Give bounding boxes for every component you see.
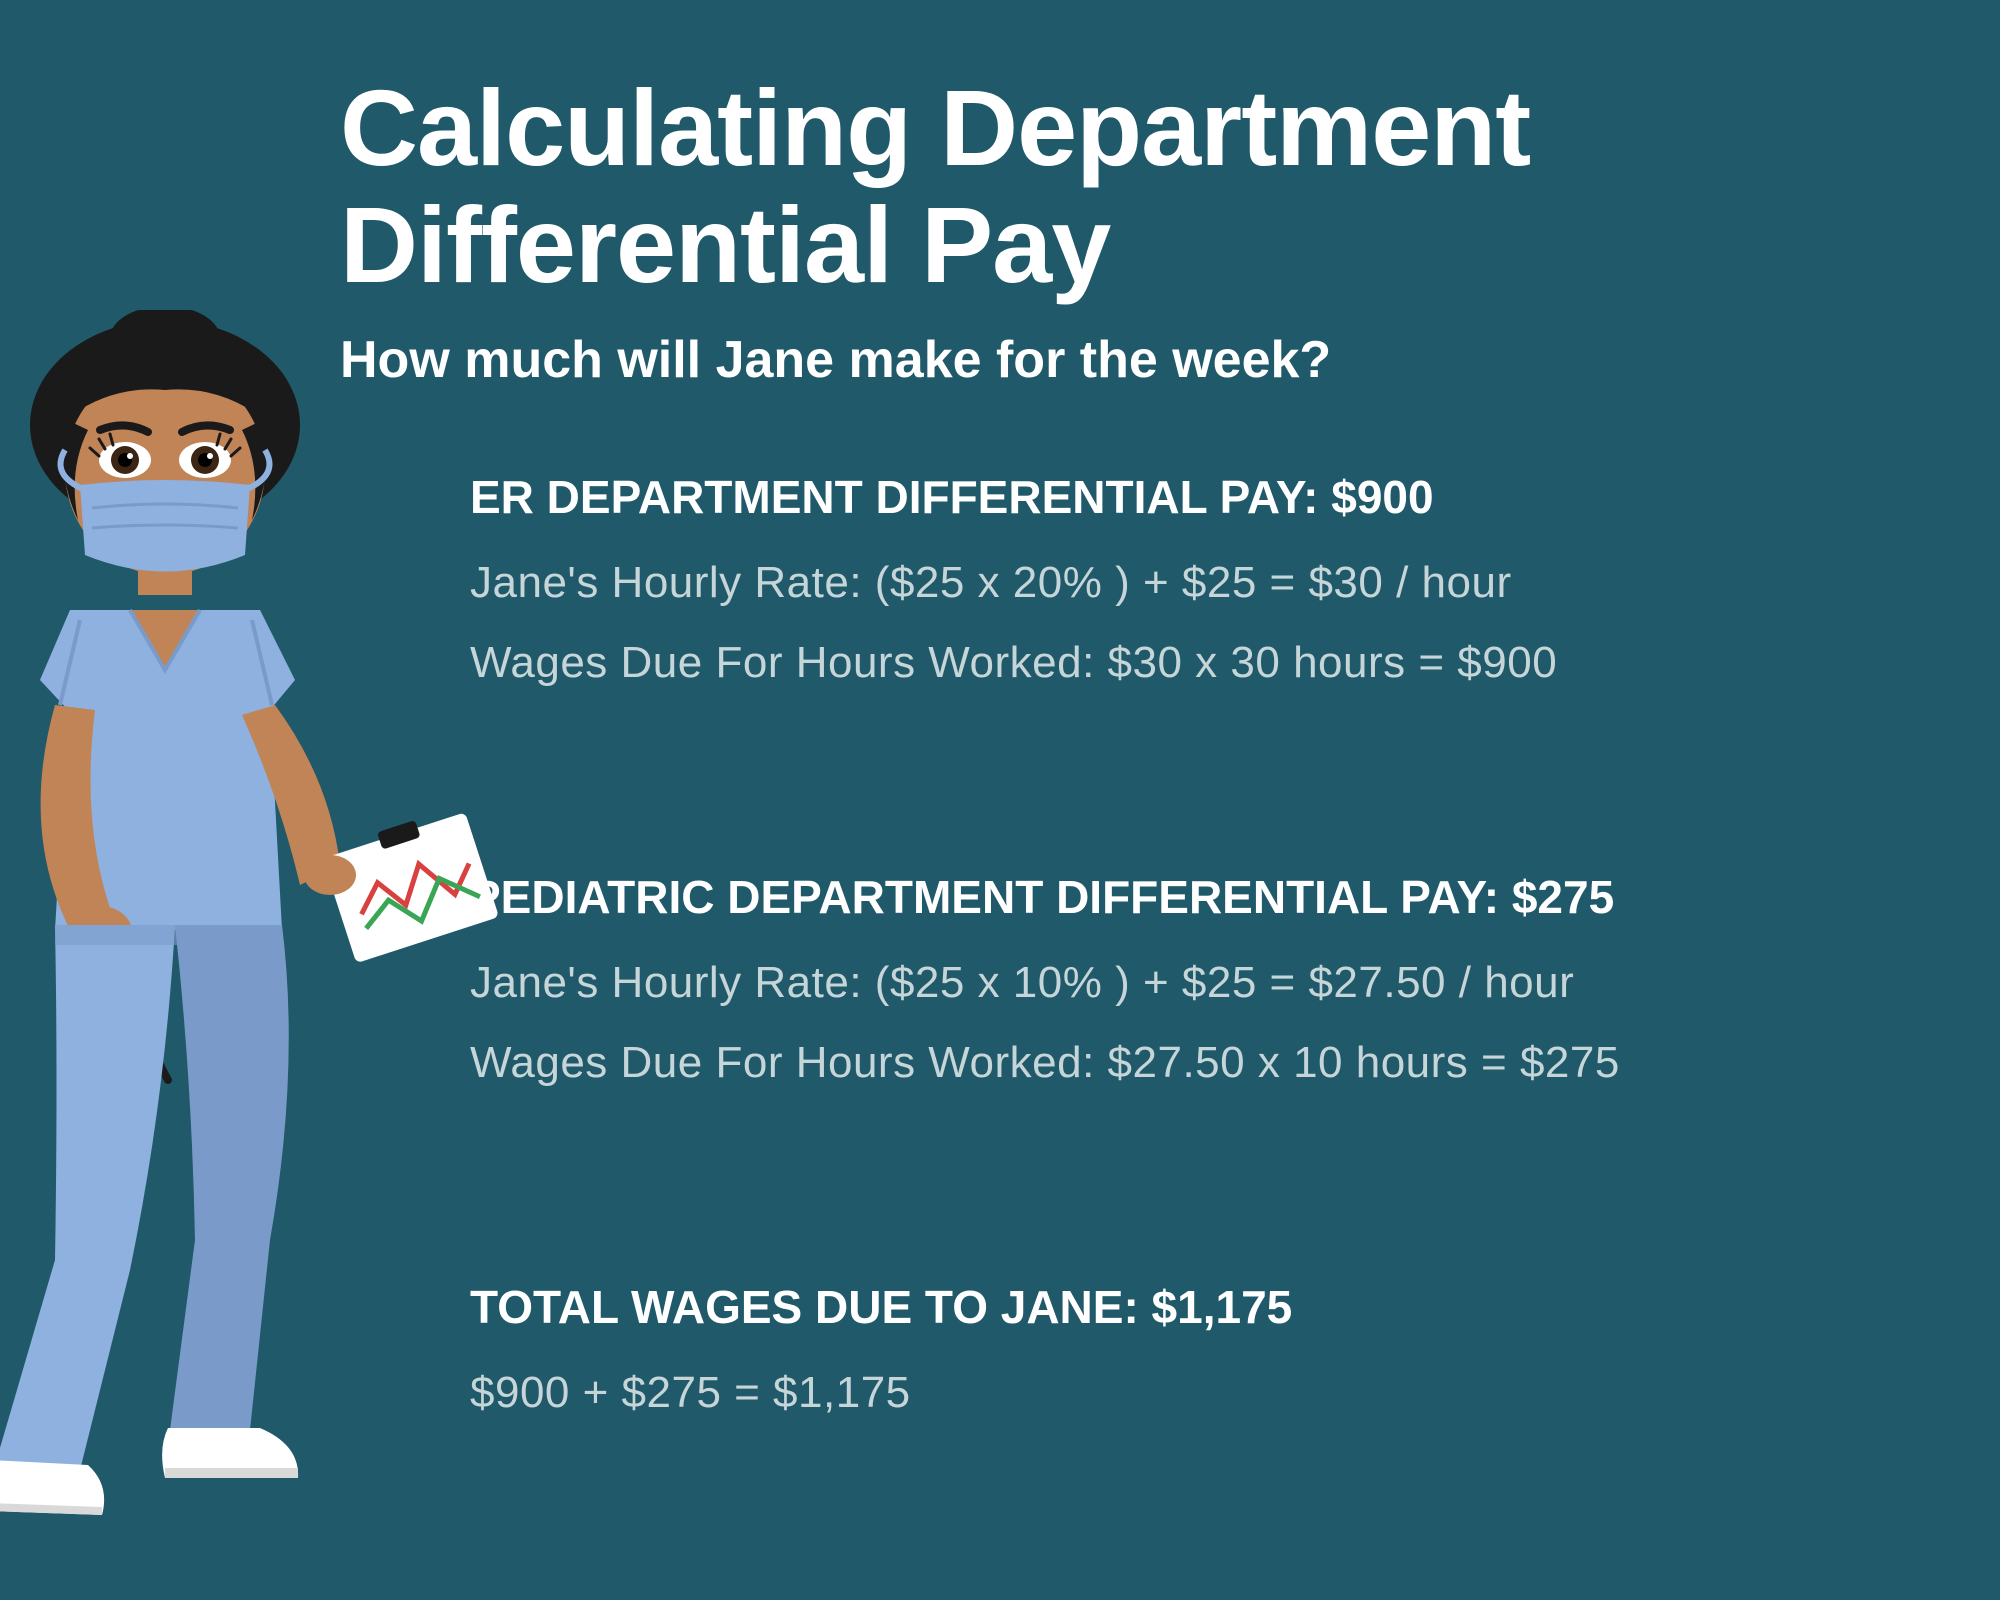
total-calc: $900 + $275 = $1,175 <box>470 1368 1940 1418</box>
er-heading: ER DEPARTMENT DIFFERENTIAL PAY: $900 <box>470 470 1940 524</box>
section-total: TOTAL WAGES DUE TO JANE: $1,175 $900 + $… <box>470 1280 1940 1448</box>
title-line-2: Differential Pay <box>340 184 1110 305</box>
er-hourly-rate: Jane's Hourly Rate: ($25 x 20% ) + $25 =… <box>470 558 1940 608</box>
pediatric-hourly-rate: Jane's Hourly Rate: ($25 x 10% ) + $25 =… <box>470 958 1940 1008</box>
section-er: ER DEPARTMENT DIFFERENTIAL PAY: $900 Jan… <box>470 470 1940 718</box>
pediatric-wages: Wages Due For Hours Worked: $27.50 x 10 … <box>470 1038 1940 1088</box>
section-pediatric: PEDIATRIC DEPARTMENT DIFFERENTIAL PAY: $… <box>470 870 1940 1118</box>
total-heading: TOTAL WAGES DUE TO JANE: $1,175 <box>470 1280 1940 1334</box>
page-title: Calculating Department Differential Pay <box>340 70 1530 303</box>
pediatric-heading: PEDIATRIC DEPARTMENT DIFFERENTIAL PAY: $… <box>470 870 1940 924</box>
er-wages: Wages Due For Hours Worked: $30 x 30 hou… <box>470 638 1940 688</box>
nurse-illustration-icon <box>0 310 500 1570</box>
title-line-1: Calculating Department <box>340 67 1530 188</box>
